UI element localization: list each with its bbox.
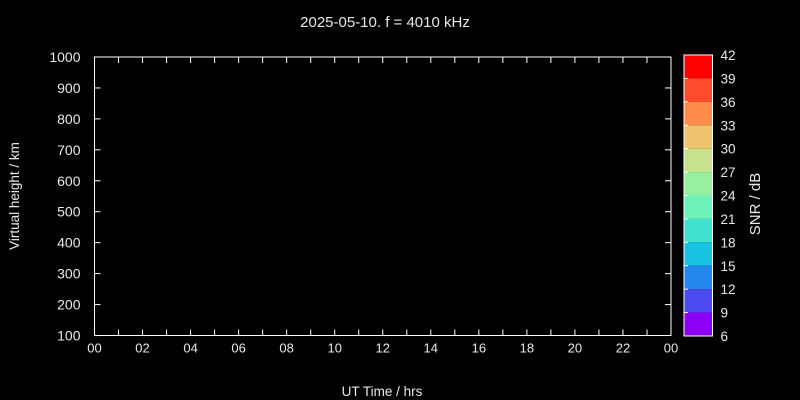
svg-text:500: 500 [57,204,81,220]
svg-text:00: 00 [664,341,678,356]
svg-text:14: 14 [424,341,438,356]
svg-text:600: 600 [57,173,81,189]
svg-text:2025-05-10. f = 4010 kHz: 2025-05-10. f = 4010 kHz [300,14,470,31]
svg-text:100: 100 [57,328,81,344]
svg-text:04: 04 [183,341,197,356]
svg-text:12: 12 [721,282,736,297]
svg-text:18: 18 [721,235,736,250]
svg-text:39: 39 [721,71,736,86]
svg-text:1000: 1000 [49,49,80,65]
svg-text:200: 200 [57,297,81,313]
svg-text:36: 36 [721,95,736,110]
svg-text:22: 22 [616,341,630,356]
svg-text:08: 08 [279,341,293,356]
svg-text:02: 02 [135,341,149,356]
svg-text:42: 42 [721,48,736,63]
svg-text:18: 18 [520,341,534,356]
svg-text:30: 30 [721,142,736,157]
svg-text:33: 33 [721,118,736,133]
svg-text:00: 00 [87,341,101,356]
svg-text:Virtual height / km: Virtual height / km [7,142,22,250]
svg-text:06: 06 [231,341,245,356]
svg-text:12: 12 [376,341,390,356]
svg-text:900: 900 [57,80,81,96]
svg-text:20: 20 [568,341,582,356]
svg-text:800: 800 [57,111,81,127]
svg-text:300: 300 [57,266,81,282]
svg-text:27: 27 [721,165,736,180]
svg-text:9: 9 [721,306,729,321]
svg-text:16: 16 [472,341,486,356]
svg-text:6: 6 [721,329,729,344]
svg-text:21: 21 [721,212,736,227]
svg-text:UT Time / hrs: UT Time / hrs [342,384,423,399]
svg-text:24: 24 [721,189,737,204]
svg-text:400: 400 [57,235,81,251]
svg-text:10: 10 [327,341,341,356]
svg-text:700: 700 [57,142,81,158]
svg-text:SNR / dB: SNR / dB [747,173,764,236]
svg-text:15: 15 [721,259,736,274]
